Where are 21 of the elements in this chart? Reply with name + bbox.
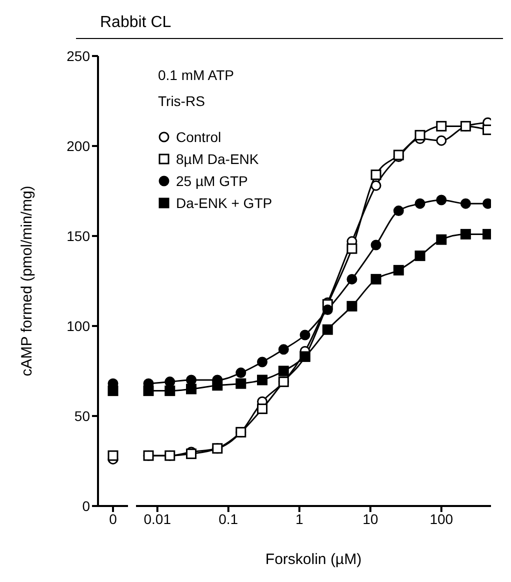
legend-label: 25 µM GTP [176,172,248,191]
annotation: 0.1 mM ATP [158,66,234,85]
y-tick-label: 50 [74,408,90,424]
y-tick-label: 250 [66,48,90,64]
y-tick-label: 150 [66,228,90,244]
annotation: Tris-RS [158,92,206,111]
legend-label: Control [176,128,222,147]
y-tick-label: 0 [82,498,90,514]
y-tick-label: 100 [66,318,90,334]
x-tick-label: 10 [362,510,378,527]
legend-label: 8µM Da-ENK [176,150,259,169]
x-tick-label: 0.1 [218,510,238,527]
y-tick-label: 200 [66,138,90,154]
x-tick-label: 0 [109,510,118,527]
y-axis-title: cAMP formed (pmol/min/mg) [18,186,36,376]
legend-label: Da-ENK + GTP [176,194,272,213]
chart-title: Rabbit CL [76,14,503,39]
x-tick-label: 1 [295,510,304,527]
x-tick-label: 100 [430,510,454,527]
x-axis-title: Forskolin (µM) [265,551,362,568]
x-tick-label: 0.01 [144,510,172,527]
